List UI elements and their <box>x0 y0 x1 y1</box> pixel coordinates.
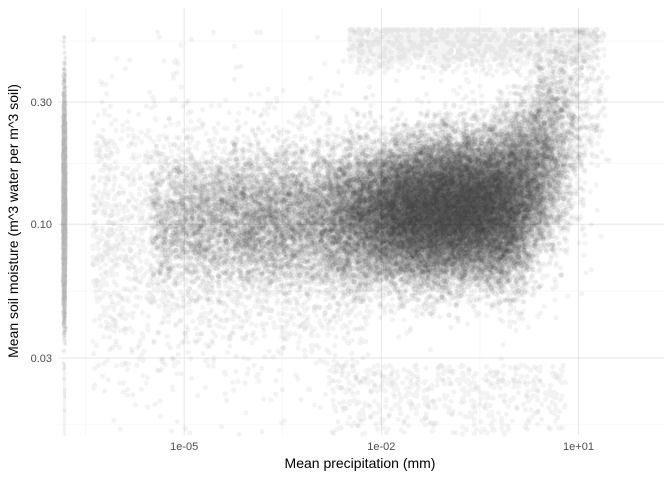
data-point-cluster <box>150 55 610 321</box>
data-point-cluster <box>60 35 69 399</box>
data-point-cluster <box>153 56 605 331</box>
data-point-cluster <box>152 33 609 317</box>
data-point-cluster <box>149 50 605 332</box>
data-point-cluster <box>151 39 603 319</box>
y-axis-title: Mean soil moisture (m^3 water per m^3 so… <box>5 84 21 358</box>
data-point-cluster <box>150 28 600 305</box>
data-point-cluster <box>151 46 602 336</box>
x-tick-label: 1e-02 <box>367 441 395 453</box>
major-gridlines <box>58 8 664 435</box>
data-point-cluster <box>60 36 69 369</box>
data-point-cluster <box>60 34 69 413</box>
data-point-cluster <box>157 33 607 314</box>
data-point-cluster <box>149 29 602 330</box>
data-point-cluster <box>149 38 602 340</box>
x-tick-label: 1e-05 <box>170 441 198 453</box>
data-point-cluster <box>149 28 597 330</box>
data-point-cluster <box>151 60 599 323</box>
data-point-cluster <box>148 32 593 316</box>
minor-gridlines <box>58 8 664 435</box>
x-tick-label: 1e+01 <box>563 441 594 453</box>
data-point-cluster <box>156 29 607 325</box>
data-point-cluster <box>150 42 600 323</box>
y-tick-label: 0.10 <box>31 219 52 231</box>
data-point-cluster <box>61 71 68 437</box>
x-axis-title: Mean precipitation (mm) <box>285 455 436 471</box>
data-point-cluster <box>60 40 69 354</box>
data-point-cluster <box>326 27 600 437</box>
data-point-cluster <box>149 29 589 329</box>
data-point-cluster <box>152 33 591 321</box>
y-tick-label: 0.30 <box>31 97 52 109</box>
data-point-cluster <box>89 27 600 436</box>
data-point-cluster <box>151 48 608 318</box>
x-axis-ticks: 1e-05 1e-02 1e+01 <box>170 441 594 453</box>
data-point-cluster <box>150 34 602 330</box>
y-axis-ticks: 0.03 0.10 0.30 <box>31 97 52 365</box>
data-point-cluster <box>150 30 607 321</box>
data-point-cluster <box>153 30 607 348</box>
data-point-cluster <box>149 30 608 339</box>
data-points <box>59 27 612 437</box>
y-tick-label: 0.03 <box>31 353 52 365</box>
data-point-cluster <box>90 29 371 437</box>
data-point-cluster <box>59 72 69 381</box>
data-point-cluster <box>150 39 599 334</box>
data-point-cluster <box>154 27 599 333</box>
data-point-cluster <box>150 27 612 317</box>
data-point-cluster <box>151 29 605 318</box>
